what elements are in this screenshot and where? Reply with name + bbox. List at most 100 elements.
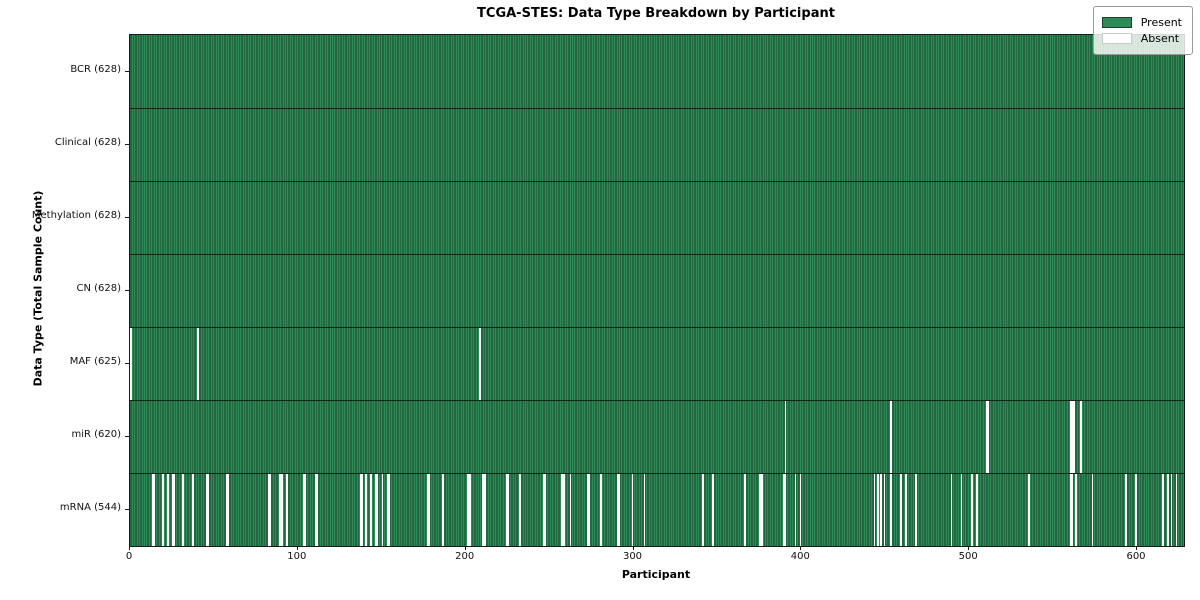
absent-mark-mrna-299 (631, 474, 634, 546)
absent-mark-mrna-563 (1074, 474, 1077, 546)
x-tick-label-0: 0 (125, 551, 133, 562)
y-tick-mark (125, 143, 129, 145)
absent-mark-mrna-396 (794, 474, 797, 546)
y-tick-label-cn: CN (628) (76, 283, 121, 294)
absent-mark-mrna-453 (890, 474, 892, 546)
absent-mark-mrna-489 (950, 474, 953, 546)
absent-mark-mrna-535 (1027, 474, 1030, 546)
legend: Present Absent (1092, 6, 1193, 55)
row-mir (130, 400, 1184, 473)
absent-mark-mrna-306 (643, 474, 646, 546)
absent-mark-mrna-389 (782, 474, 787, 546)
absent-mark-mrna-620 (1170, 474, 1173, 546)
x-tick-mark (968, 546, 970, 550)
absent-mark-mrna-445 (876, 474, 879, 546)
legend-label-absent: Absent (1140, 32, 1180, 45)
x-tick-label-300: 300 (622, 551, 643, 562)
absent-mark-mir-453 (890, 401, 892, 473)
absent-mark-mrna-599 (1135, 474, 1137, 546)
y-tick-mark (125, 289, 129, 291)
absent-mark-mrna-280 (599, 474, 602, 546)
absent-mark-mrna-573 (1091, 474, 1094, 546)
x-tick-label-400: 400 (790, 551, 810, 562)
absent-mark-mrna-137 (359, 474, 364, 546)
absent-mark-mrna-146 (375, 474, 379, 546)
absent-mark-mrna-57 (225, 474, 229, 546)
y-tick-mark (125, 435, 129, 437)
row-mrna (130, 473, 1184, 546)
x-tick-label-100: 100 (287, 551, 307, 562)
y-tick-label-clinical: Clinical (628) (54, 137, 121, 148)
x-tick-mark (464, 546, 466, 550)
legend-entry-absent: Absent (1101, 32, 1182, 45)
plot-area (129, 34, 1185, 547)
absent-mark-mrna-153 (386, 474, 391, 546)
absent-mark-mrna-272 (586, 474, 590, 546)
absent-mark-mrna-504 (975, 474, 978, 546)
row-clinical (130, 108, 1184, 181)
y-tick-mark (125, 216, 129, 218)
absent-mark-mrna-140 (364, 474, 367, 546)
absent-mark-mrna-37 (192, 474, 194, 546)
absent-mark-mrna-447 (880, 474, 882, 546)
absent-mark-mrna-110 (314, 474, 318, 546)
present-swatch-icon (1101, 17, 1132, 28)
absent-mark-mrna-25 (171, 474, 176, 546)
absent-mark-mrna-262 (569, 474, 572, 546)
absent-mark-mrna-560 (1069, 474, 1074, 546)
absent-mark-mrna-93 (286, 474, 288, 546)
x-tick-label-500: 500 (958, 551, 978, 562)
absent-mark-mir-560 (1069, 401, 1075, 473)
absent-mark-mrna-103 (302, 474, 307, 546)
row-cn (130, 254, 1184, 327)
absent-mark-mrna-232 (519, 474, 522, 546)
absent-mark-mrna-177 (427, 474, 431, 546)
row-maf (130, 327, 1184, 400)
y-tick-mark (125, 508, 129, 510)
absent-mark-mrna-201 (467, 474, 471, 546)
x-tick-mark (1136, 546, 1137, 550)
absent-mark-mrna-19 (161, 474, 164, 546)
absent-mark-mrna-366 (744, 474, 746, 546)
x-tick-mark (800, 546, 802, 550)
absent-mark-mrna-224 (505, 474, 510, 546)
y-tick-label-methylation: Methylation (628) (31, 210, 121, 221)
absent-mark-maf-208 (479, 328, 481, 400)
absent-mark-mir-510 (985, 401, 990, 473)
absent-mark-mrna-341 (702, 474, 704, 546)
y-tick-label-mir: miR (620) (71, 429, 121, 440)
absent-mark-mrna-375 (759, 474, 763, 546)
absent-mark-mrna-143 (370, 474, 372, 546)
absent-mark-mrna-246 (542, 474, 547, 546)
y-tick-mark (125, 362, 129, 364)
absent-mark-mrna-45 (205, 474, 209, 546)
absent-mark-mrna-593 (1125, 474, 1127, 546)
absent-mark-mrna-443 (873, 474, 876, 546)
absent-mark-mrna-89 (279, 474, 283, 546)
absent-mark-mrna-150 (381, 474, 384, 546)
absent-mark-mrna-31 (182, 474, 184, 546)
absent-mark-mrna-257 (561, 474, 565, 546)
absent-mark-mrna-618 (1167, 474, 1169, 546)
absent-mark-mrna-22 (166, 474, 169, 546)
legend-entry-present: Present (1101, 16, 1182, 29)
y-tick-mark (125, 70, 129, 72)
absent-mark-mrna-13 (151, 474, 156, 546)
absent-swatch-icon (1101, 33, 1132, 44)
absent-mark-mrna-495 (960, 474, 963, 546)
absent-mark-mrna-290 (616, 474, 621, 546)
absent-mark-mrna-347 (712, 474, 715, 546)
x-tick-label-200: 200 (455, 551, 475, 562)
absent-mark-mrna-449 (883, 474, 886, 546)
legend-label-present: Present (1140, 16, 1182, 29)
y-tick-label-maf: MAF (625) (69, 356, 121, 367)
absent-mark-mrna-501 (970, 474, 973, 546)
absent-mark-mir-566 (1079, 401, 1082, 473)
x-tick-label-600: 600 (1126, 551, 1146, 562)
chart-title: TCGA-STES: Data Type Breakdown by Partic… (477, 6, 835, 21)
absent-mark-mrna-82 (267, 474, 271, 546)
x-axis-label: Participant (621, 568, 691, 581)
x-tick-mark (296, 546, 298, 550)
row-bcr (130, 35, 1184, 108)
